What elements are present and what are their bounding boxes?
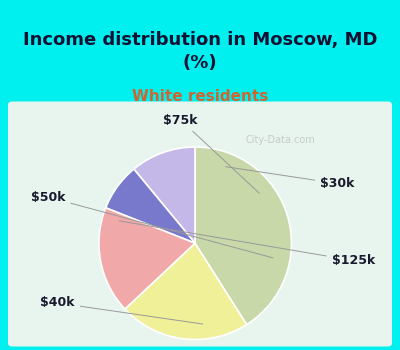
Wedge shape xyxy=(134,147,195,243)
FancyBboxPatch shape xyxy=(8,102,392,346)
Wedge shape xyxy=(99,208,195,309)
Text: Income distribution in Moscow, MD
(%): Income distribution in Moscow, MD (%) xyxy=(23,32,377,72)
Text: $50k: $50k xyxy=(31,190,273,258)
Wedge shape xyxy=(125,243,247,340)
Text: City-Data.com: City-Data.com xyxy=(245,135,315,145)
Wedge shape xyxy=(106,169,195,243)
Wedge shape xyxy=(195,147,292,324)
Text: White residents: White residents xyxy=(132,89,268,104)
Text: $75k: $75k xyxy=(164,113,259,193)
Text: $40k: $40k xyxy=(40,296,203,324)
Text: $30k: $30k xyxy=(226,167,355,190)
Text: $125k: $125k xyxy=(119,221,375,267)
